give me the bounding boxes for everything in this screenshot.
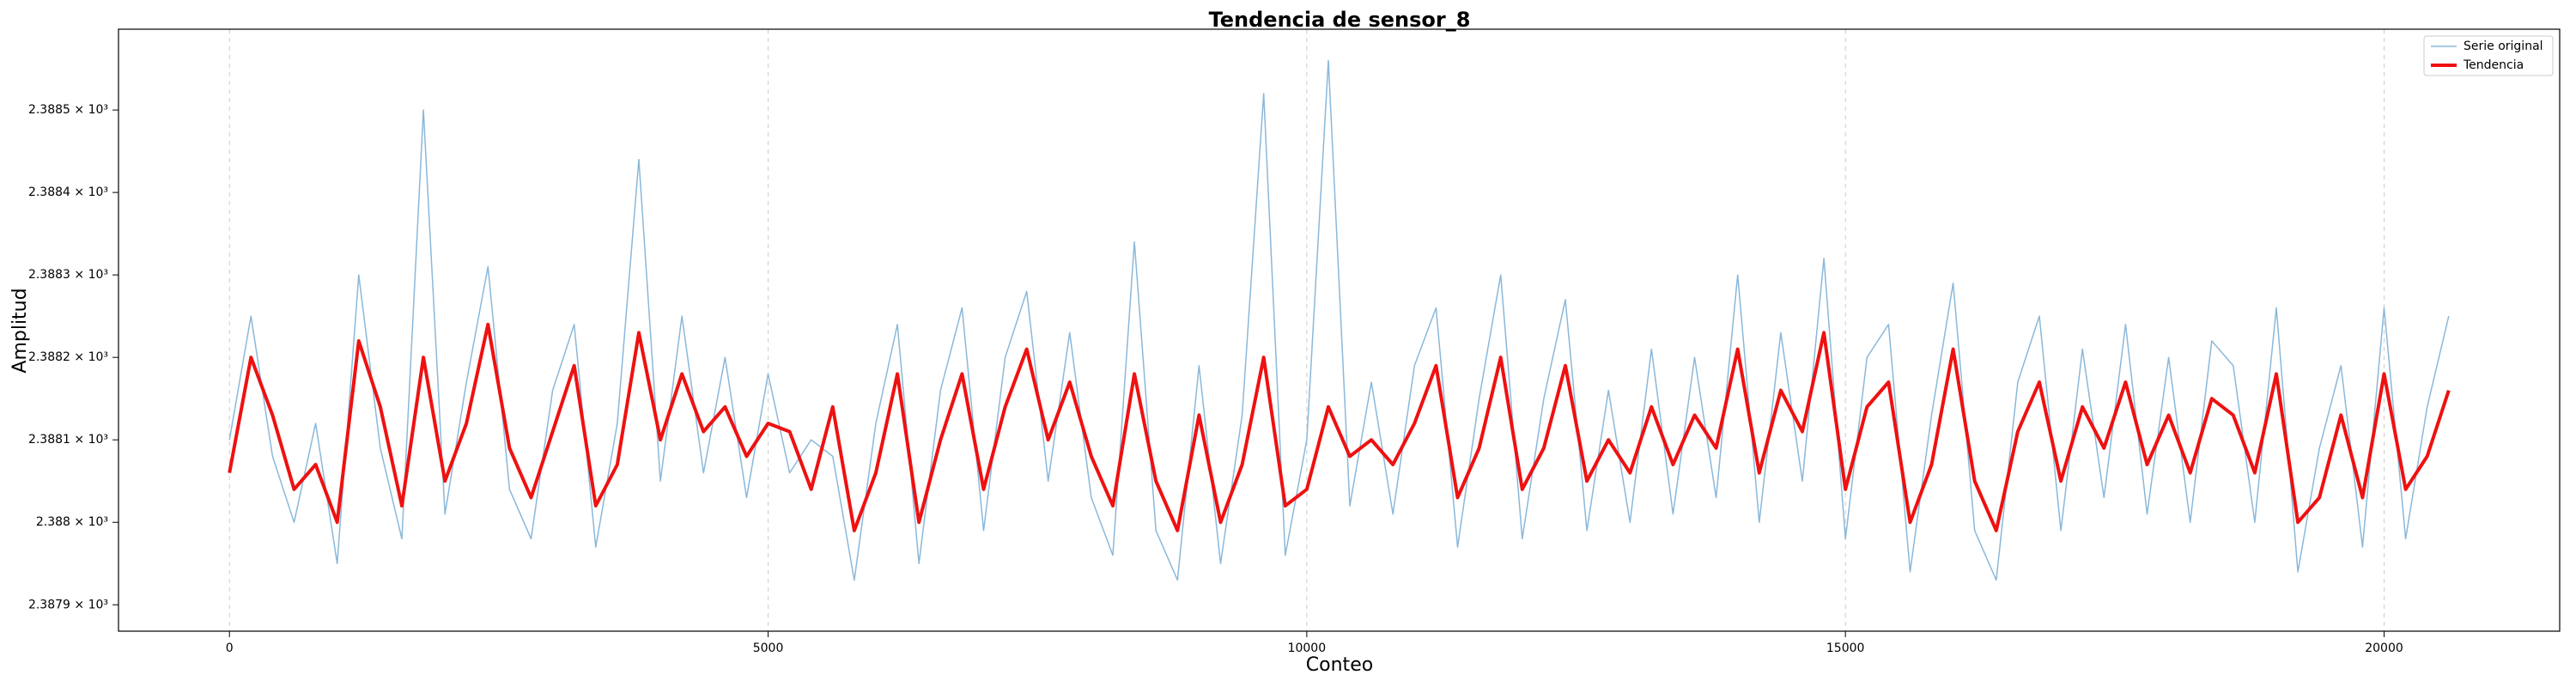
y-tick-label: 2.3883 × 10³	[28, 268, 108, 282]
y-tick-label: 2.3879 × 10³	[28, 598, 108, 611]
y-tick-label: 2.3881 × 10³	[28, 433, 108, 447]
legend: Serie original Tendencia	[2423, 35, 2554, 76]
x-tick-label: 10000	[1288, 641, 1327, 655]
x-tick-label: 5000	[753, 641, 784, 655]
legend-label: Tendencia	[2463, 58, 2524, 72]
y-tick-label: 2.3884 × 10³	[28, 185, 108, 199]
x-axis-label: Conteo	[1306, 654, 1373, 676]
legend-label: Serie original	[2464, 40, 2543, 53]
series-line	[228, 59, 2450, 581]
y-tick-label: 2.3882 × 10³	[28, 350, 108, 364]
y-tick-label: 2.3885 × 10³	[28, 103, 108, 117]
y-axis-label: Amplitud	[9, 288, 31, 373]
series-line	[228, 322, 2451, 532]
x-tick-label: 15000	[1826, 641, 1865, 655]
x-tick-label: 20000	[2365, 641, 2403, 655]
x-tick-label: 0	[226, 641, 234, 655]
chart-title: Tendencia de sensor_8	[1209, 8, 1471, 32]
y-tick-label: 2.388 × 10³	[36, 515, 108, 529]
plot-frame	[118, 28, 2561, 632]
